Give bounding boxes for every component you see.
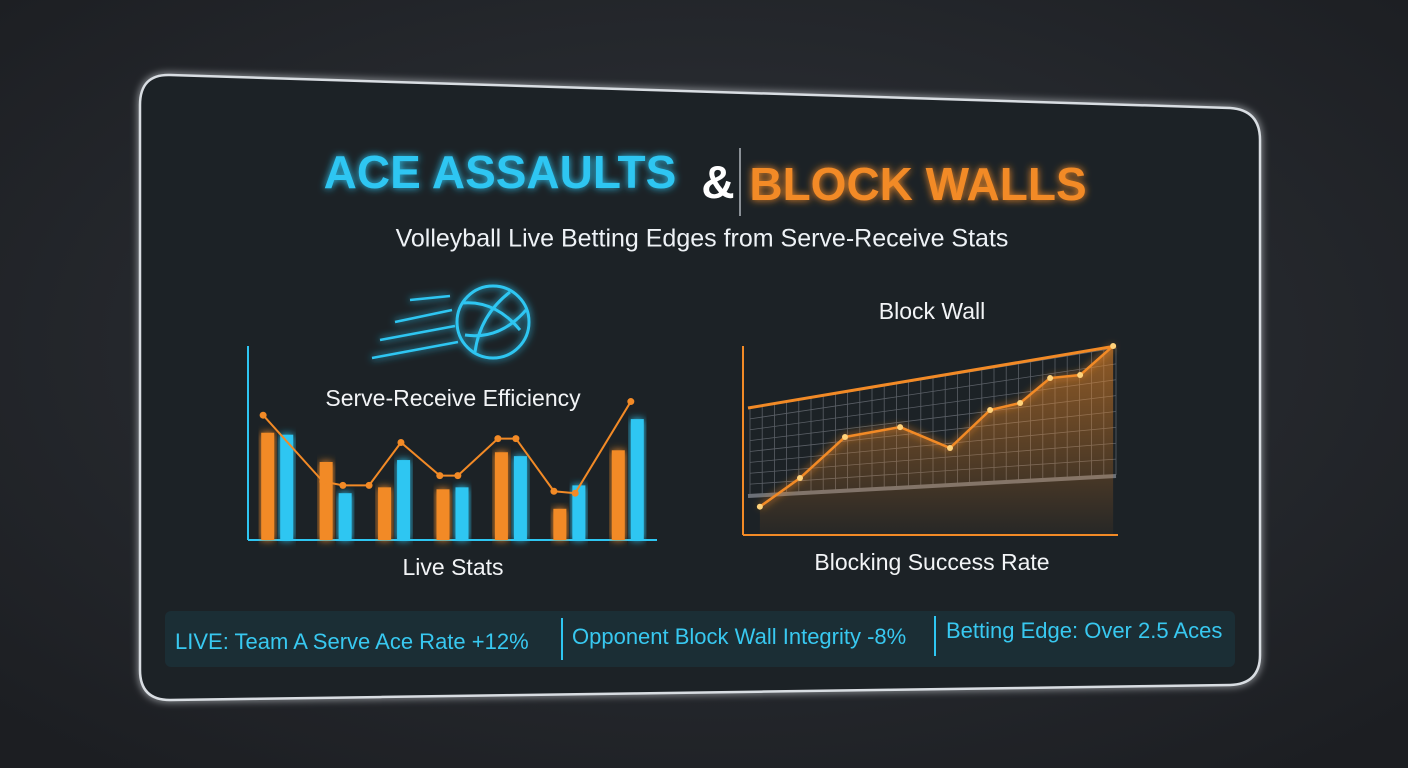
trend-point [259, 411, 267, 419]
ticker-item: Opponent Block Wall Integrity -8% [572, 624, 906, 649]
bar [338, 493, 352, 540]
trend-point [550, 487, 558, 495]
bar [611, 450, 625, 540]
title-right: BLOCK WALLS [749, 158, 1086, 210]
line-point [1047, 375, 1054, 382]
bar [378, 487, 392, 540]
trend-point [436, 472, 444, 480]
line-point [1017, 399, 1024, 406]
title-left: ACE ASSAULTS [324, 146, 677, 198]
title-amp: & [701, 156, 734, 208]
bar [455, 487, 469, 540]
line-point [842, 433, 848, 440]
bar [261, 432, 275, 540]
ticker-item: Betting Edge: Over 2.5 Aces [946, 618, 1222, 643]
chart-title: Serve-Receive Efficiency [325, 385, 581, 411]
bar [319, 462, 333, 540]
bar [436, 489, 450, 540]
line-point [1077, 372, 1084, 379]
trend-point [365, 481, 373, 489]
trend-point [397, 439, 405, 446]
bar [494, 452, 508, 540]
line-point [1110, 342, 1117, 349]
bar [513, 456, 527, 540]
bar [280, 434, 294, 540]
trend-point [627, 398, 635, 406]
trend-point [571, 489, 579, 497]
trend-point [494, 435, 502, 443]
line-point [947, 444, 953, 451]
line-point [897, 424, 904, 431]
subtitle: Volleyball Live Betting Edges from Serve… [396, 225, 1009, 253]
x-axis-label: Live Stats [403, 554, 504, 580]
line-point [797, 475, 803, 481]
line-point [987, 406, 994, 413]
trend-point [339, 481, 347, 489]
chart-title: Block Wall [879, 298, 986, 324]
bar [397, 460, 411, 540]
panel-frame [138, 73, 1262, 702]
bar [553, 508, 567, 540]
ticker-bar [165, 611, 1235, 667]
net-top [747, 344, 1117, 410]
bar [572, 485, 586, 540]
area [759, 345, 1114, 535]
ticker-item: LIVE: Team A Serve Ace Rate +12% [175, 629, 529, 654]
x-axis-label: Blocking Success Rate [814, 549, 1049, 575]
net-line [749, 363, 1117, 420]
line [759, 345, 1114, 508]
line-point [756, 503, 763, 510]
trend-point [512, 435, 520, 443]
volleyball-icon [371, 284, 531, 360]
trend-point [454, 472, 462, 480]
bar [630, 419, 644, 540]
trend-point [319, 478, 327, 485]
